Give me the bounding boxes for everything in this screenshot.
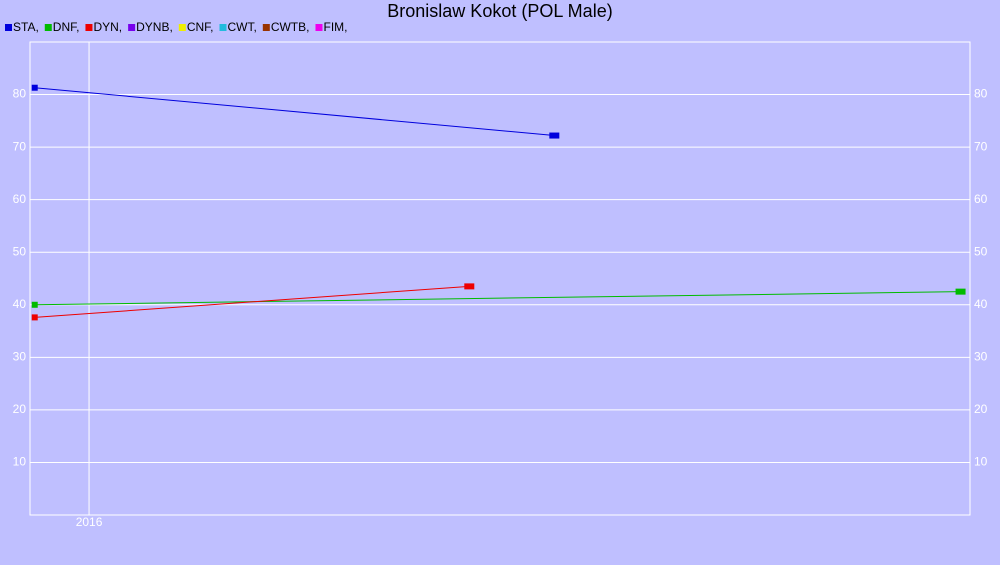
legend-swatch — [262, 24, 270, 31]
point-marker — [549, 132, 560, 139]
y-tick-label: 50 — [13, 244, 27, 258]
legend-label: CNF, — [187, 20, 214, 34]
legend-swatch — [219, 24, 227, 31]
point-marker — [31, 84, 38, 91]
legend-swatch — [44, 24, 52, 31]
y2-tick-label: 60 — [974, 192, 988, 206]
legend-label: DYNB, — [136, 20, 173, 34]
point-marker — [955, 288, 966, 295]
point-marker — [464, 283, 475, 290]
y-tick-label: 40 — [13, 297, 27, 311]
legend-swatch — [5, 24, 12, 31]
y-tick-label: 70 — [13, 139, 27, 153]
point-marker — [31, 301, 38, 308]
y-tick-label: 80 — [13, 87, 27, 101]
chart-title: Bronislaw Kokot (POL Male) — [387, 1, 612, 21]
y2-tick-label: 50 — [974, 244, 988, 258]
legend-label: FIM, — [323, 20, 347, 34]
x-tick-label: 2016 — [76, 515, 103, 529]
y-tick-label: 10 — [13, 455, 27, 469]
y2-tick-label: 10 — [974, 455, 988, 469]
legend-swatch — [128, 24, 136, 31]
y2-tick-label: 70 — [974, 139, 988, 153]
legend-label: STA, — [13, 20, 39, 34]
series-line — [34, 291, 961, 306]
legend-swatch — [315, 24, 323, 31]
y2-tick-label: 20 — [974, 402, 988, 416]
legend-swatch — [178, 24, 186, 31]
series-line — [34, 87, 555, 137]
series-line — [34, 285, 470, 318]
point-marker — [31, 314, 38, 321]
y2-tick-label: 80 — [974, 87, 988, 101]
y-tick-label: 20 — [13, 402, 27, 416]
y-tick-label: 30 — [13, 350, 27, 364]
y2-tick-label: 40 — [974, 297, 988, 311]
y2-tick-label: 30 — [974, 350, 988, 364]
legend-label: CWT, — [227, 20, 256, 34]
legend-label: CWTB, — [271, 20, 310, 34]
legend-label: DNF, — [53, 20, 80, 34]
y-tick-label: 60 — [13, 192, 27, 206]
legend-swatch — [85, 24, 93, 31]
plot-frame — [29, 41, 971, 516]
legend-label: DYN, — [93, 20, 122, 34]
